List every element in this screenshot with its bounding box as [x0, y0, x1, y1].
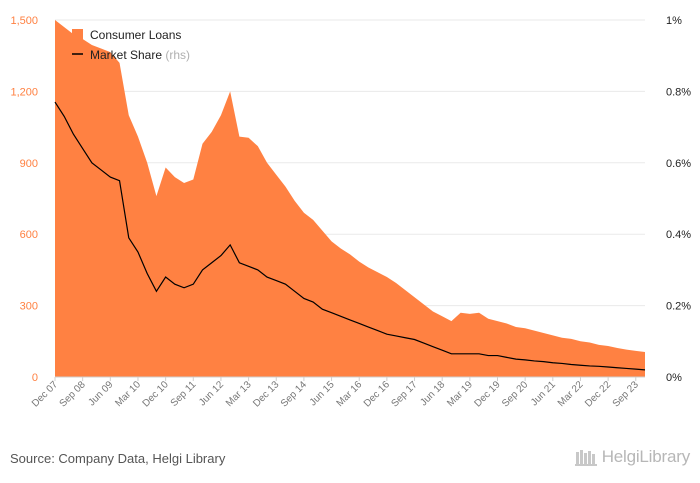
helgi-library-logo: HelgiLibrary: [574, 447, 691, 467]
x-tick-label: Mar 10: [113, 379, 143, 409]
y-left-tick-label: 1,200: [10, 86, 38, 98]
area-consumer-loans: [55, 20, 645, 377]
y-left-tick-label: 0: [32, 372, 38, 384]
legend-label-consumer-loans: Consumer Loans: [90, 28, 181, 42]
x-tick-label: Sep 14: [279, 379, 309, 409]
x-tick-label: Jun 15: [308, 379, 337, 408]
library-icon: [574, 450, 597, 466]
chart: 0 300 600 900 1,200 1,500 0% 0.2% 0.4% 0.6% 0.8% 1…: [10, 15, 691, 410]
legend-rhs-suffix: (rhs): [165, 48, 190, 62]
plot-area: [54, 20, 646, 377]
x-tick-label: Dec 16: [362, 379, 392, 409]
x-tick-label: Dec 10: [141, 379, 171, 409]
y-left-tick-label: 1,500: [10, 15, 38, 27]
x-tick-label: Jun 21: [529, 379, 558, 408]
x-tick-label: Jun 18: [418, 379, 447, 408]
y-right-tick-label: 0.2%: [666, 301, 691, 313]
legend-swatch-consumer-loans: [72, 29, 83, 40]
y-right-tick-label: 0.6%: [666, 158, 691, 170]
line-market-share: [54, 101, 646, 371]
y-right-tick-label: 0.4%: [666, 229, 691, 241]
y-left-tick-label: 600: [20, 229, 38, 241]
x-tick-label: Sep 11: [169, 379, 199, 409]
legend-label-market-share: Market Share (rhs): [90, 48, 190, 62]
x-tick-label: Dec 22: [583, 379, 613, 409]
y-right-tick-label: 0.8%: [666, 86, 691, 98]
x-tick-label: Sep 17: [389, 379, 419, 409]
y-axis-left: 0 300 600 900 1,200 1,500: [10, 15, 38, 384]
x-tick-label: Jun 09: [86, 379, 115, 408]
source-note: Source: Company Data, Helgi Library: [10, 451, 226, 466]
x-tick-label: Sep 20: [500, 379, 530, 409]
x-tick-label: Dec 13: [251, 379, 281, 409]
y-right-tick-label: 1%: [666, 15, 682, 27]
x-tick-label: Mar 13: [224, 379, 254, 409]
x-tick-label: Mar 22: [556, 379, 586, 409]
x-tick-label: Sep 08: [58, 379, 88, 409]
y-axis-right: 0% 0.2% 0.4% 0.6% 0.8% 1%: [666, 15, 691, 384]
brand-name: HelgiLibrary: [601, 447, 691, 466]
y-left-tick-label: 300: [20, 301, 38, 313]
legend: Consumer Loans Market Share (rhs): [72, 28, 190, 62]
y-left-tick-label: 900: [20, 158, 38, 170]
x-tick-label: Dec 19: [472, 379, 502, 409]
y-right-tick-label: 0%: [666, 372, 682, 384]
x-tick-label: Mar 19: [445, 379, 475, 409]
x-tick-label: Sep 23: [611, 379, 641, 409]
x-tick-label: Jun 12: [197, 379, 226, 408]
x-tick-label: Mar 16: [335, 379, 365, 409]
